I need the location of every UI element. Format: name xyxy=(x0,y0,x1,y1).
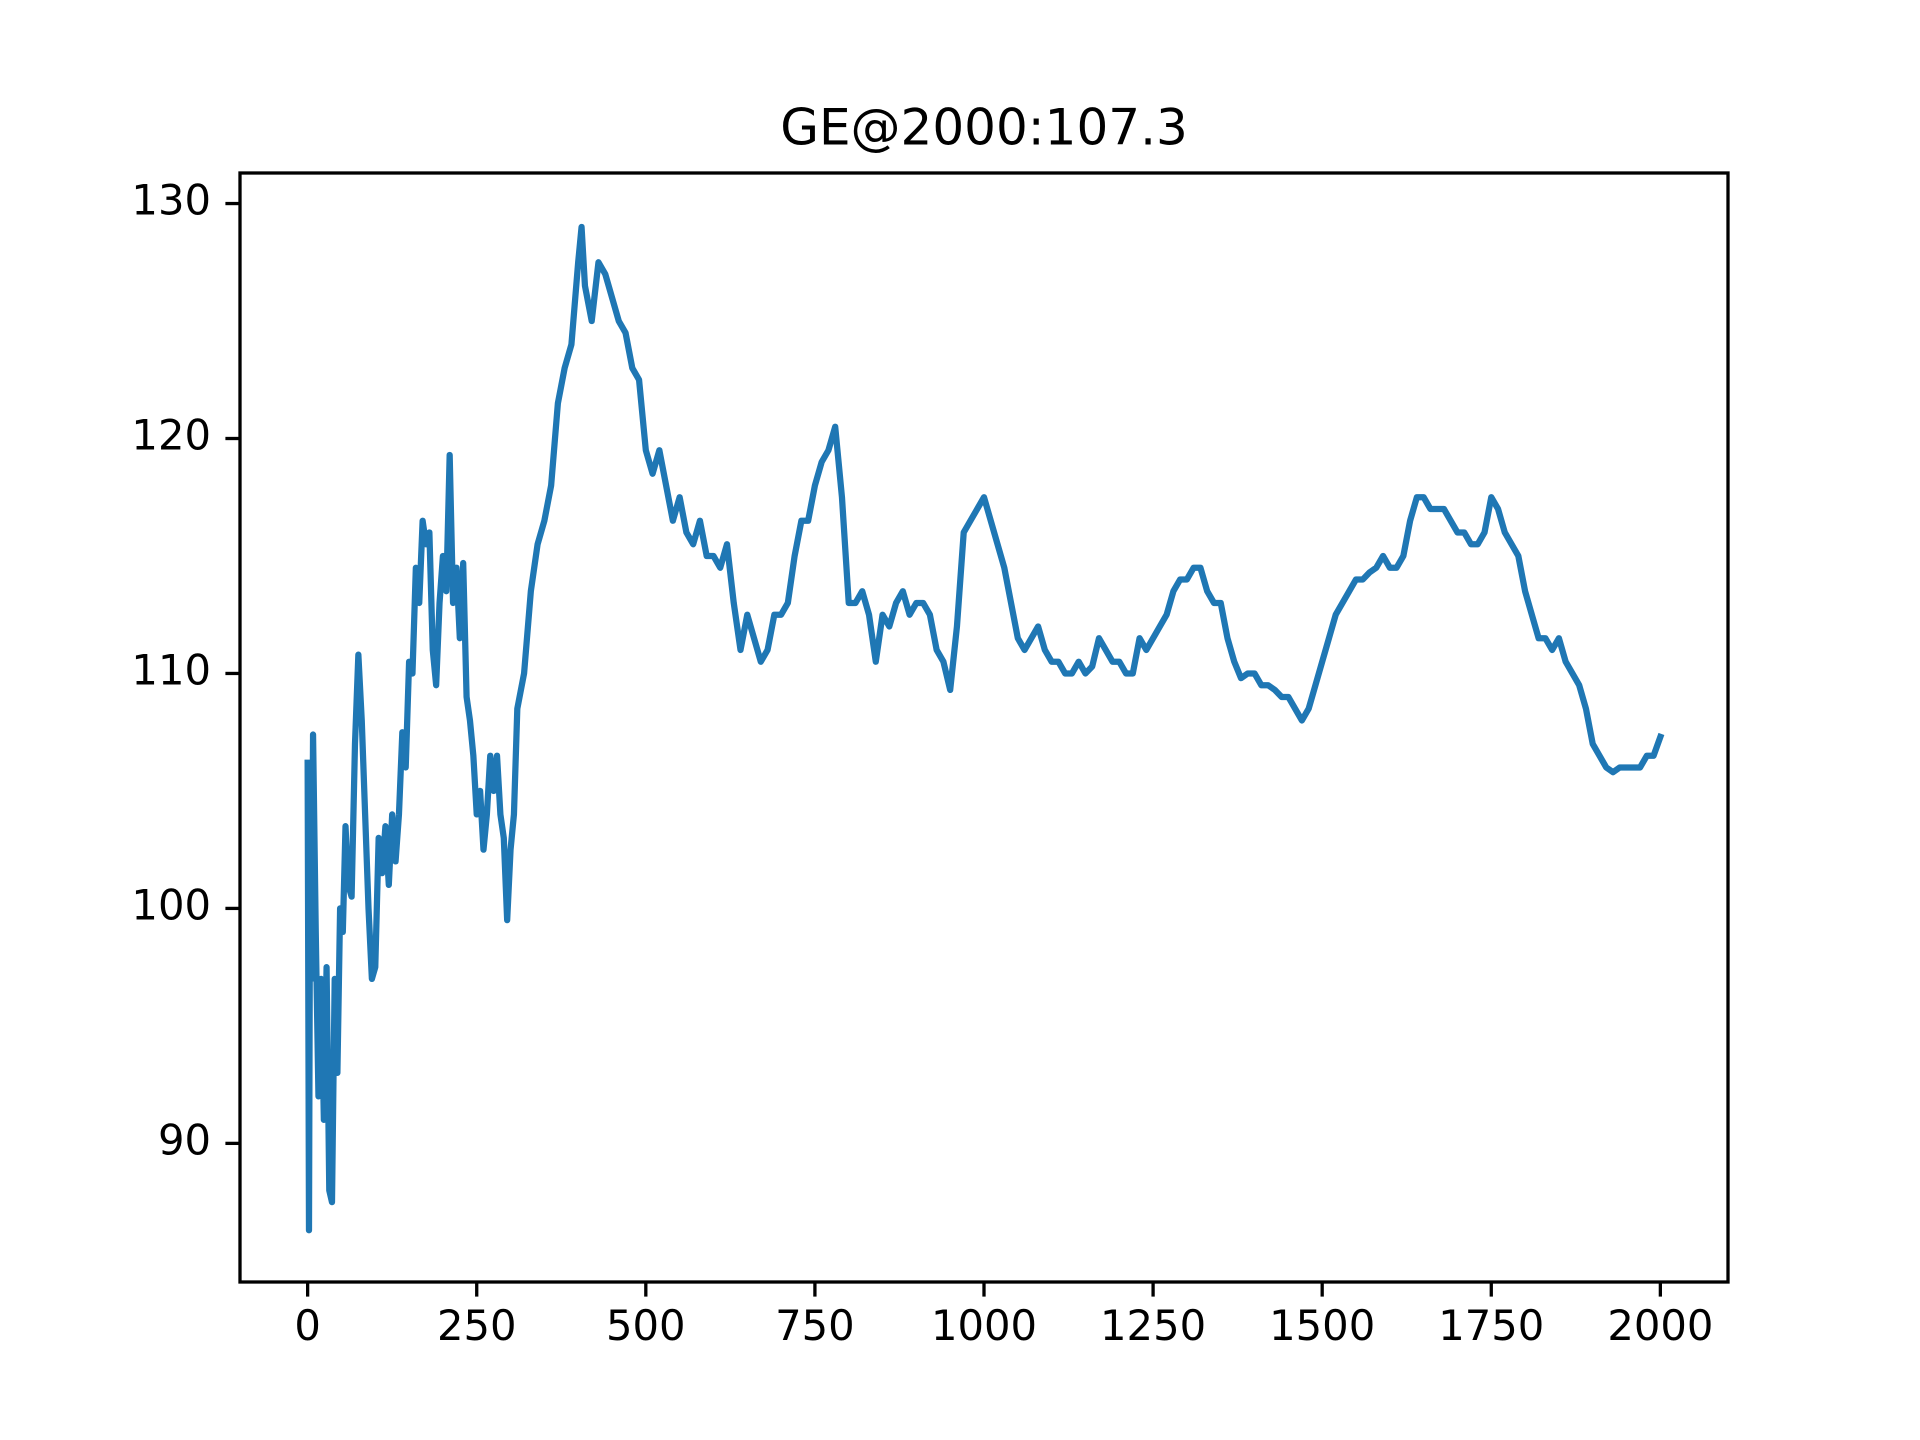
chart-title: GE@2000:107.3 xyxy=(780,99,1188,157)
y-tick-label: 110 xyxy=(131,645,211,694)
y-tick-label: 90 xyxy=(158,1115,211,1164)
x-tick-label: 1750 xyxy=(1438,1301,1544,1350)
x-tick-label: 2000 xyxy=(1607,1301,1713,1350)
x-tick-label: 1250 xyxy=(1100,1301,1206,1350)
y-tick-label: 100 xyxy=(131,880,211,929)
x-tick-label: 500 xyxy=(606,1301,686,1350)
x-tick-label: 1500 xyxy=(1269,1301,1375,1350)
x-tick-label: 0 xyxy=(294,1301,321,1350)
y-tick-label: 120 xyxy=(131,411,211,460)
axes-frame xyxy=(238,171,1730,1284)
y-tick-label: 130 xyxy=(131,176,211,225)
line xyxy=(304,223,1665,1234)
x-tick-label: 750 xyxy=(775,1301,855,1350)
x-tick-label: 1000 xyxy=(931,1301,1037,1350)
x-tick-label: 250 xyxy=(437,1301,517,1350)
